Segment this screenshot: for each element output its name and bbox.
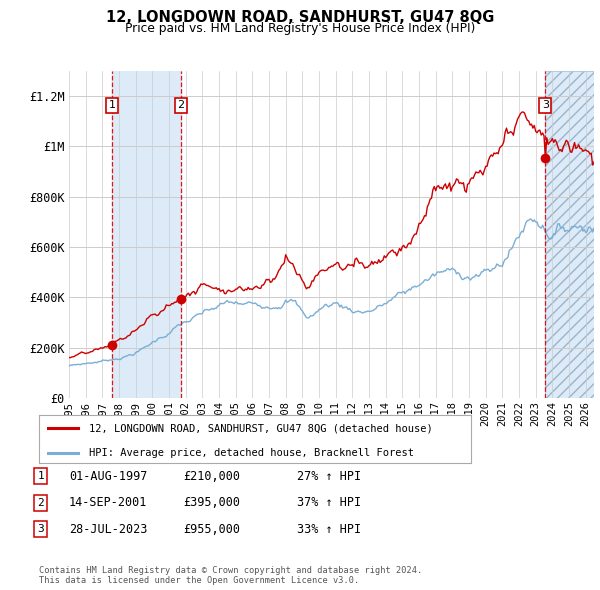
Text: 37% ↑ HPI: 37% ↑ HPI: [297, 496, 361, 509]
Text: £210,000: £210,000: [183, 470, 240, 483]
Text: 2: 2: [37, 498, 44, 507]
Text: £955,000: £955,000: [183, 523, 240, 536]
Text: 3: 3: [37, 525, 44, 534]
Text: 3: 3: [542, 100, 549, 110]
Text: 12, LONGDOWN ROAD, SANDHURST, GU47 8QG: 12, LONGDOWN ROAD, SANDHURST, GU47 8QG: [106, 10, 494, 25]
Text: HPI: Average price, detached house, Bracknell Forest: HPI: Average price, detached house, Brac…: [89, 447, 413, 457]
Text: 1: 1: [109, 100, 116, 110]
Text: £395,000: £395,000: [183, 496, 240, 509]
Text: 2: 2: [177, 100, 184, 110]
Bar: [545, 71, 594, 398]
Text: Contains HM Land Registry data © Crown copyright and database right 2024.
This d: Contains HM Land Registry data © Crown c…: [39, 566, 422, 585]
Text: 33% ↑ HPI: 33% ↑ HPI: [297, 523, 361, 536]
Text: 12, LONGDOWN ROAD, SANDHURST, GU47 8QG (detached house): 12, LONGDOWN ROAD, SANDHURST, GU47 8QG (…: [89, 423, 433, 433]
Text: 01-AUG-1997: 01-AUG-1997: [69, 470, 148, 483]
Text: 27% ↑ HPI: 27% ↑ HPI: [297, 470, 361, 483]
Text: 28-JUL-2023: 28-JUL-2023: [69, 523, 148, 536]
Bar: [112, 71, 181, 398]
Text: 14-SEP-2001: 14-SEP-2001: [69, 496, 148, 509]
Text: Price paid vs. HM Land Registry's House Price Index (HPI): Price paid vs. HM Land Registry's House …: [125, 22, 475, 35]
Text: 1: 1: [37, 471, 44, 481]
Bar: [545, 71, 594, 398]
